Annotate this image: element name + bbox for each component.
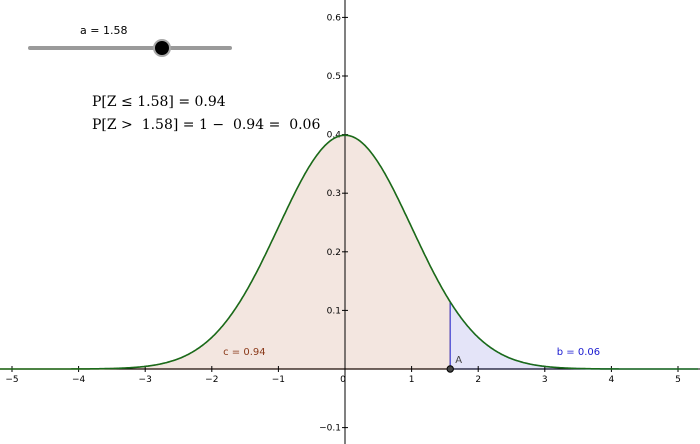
y-tick-label: 0.1 (327, 306, 341, 316)
x-tick-label: 1 (409, 375, 415, 385)
right-area-b (449, 299, 698, 370)
x-tick-label: 0 (340, 375, 346, 385)
x-tick-label: −4 (72, 375, 86, 385)
axis-ticks: −5 −4 −3 −2 −1 0 1 2 3 4 5 −0.1 0.1 0.2 0.3 0.4 0.5 0.6 (5, 13, 681, 433)
point-a-label: A (455, 355, 462, 366)
x-tick-label: 2 (475, 375, 481, 385)
y-tick-label: 0.3 (327, 189, 341, 199)
y-tick-label: 0.5 (327, 72, 341, 82)
b-area-label: b = 0.06 (557, 347, 600, 358)
y-tick-label: 0.2 (327, 248, 341, 258)
y-tick-label: −0.1 (319, 424, 341, 434)
y-tick-label: 0.4 (327, 131, 342, 141)
slider-track[interactable] (28, 46, 232, 50)
x-tick-label: 4 (609, 375, 615, 385)
probability-le-formula: P[Z ≤ 1.58] = 0.94 (92, 94, 226, 110)
y-tick-label: 0.6 (327, 13, 342, 23)
slider-knob[interactable] (155, 41, 170, 55)
x-tick-label: −3 (139, 375, 152, 385)
x-tick-label: −5 (5, 375, 18, 385)
normal-curve (0, 134, 698, 370)
probability-gt-formula: P[Z > 1.58] = 1 − 0.94 = 0.06 (92, 117, 321, 133)
x-tick-label: −1 (272, 375, 285, 385)
c-area-label: c = 0.94 (223, 347, 266, 358)
point-a[interactable] (446, 365, 454, 373)
slider-label: a = 1.58 (80, 24, 128, 37)
x-tick-label: 5 (675, 375, 681, 385)
x-tick-label: 3 (542, 375, 548, 385)
x-tick-label: −2 (205, 375, 218, 385)
